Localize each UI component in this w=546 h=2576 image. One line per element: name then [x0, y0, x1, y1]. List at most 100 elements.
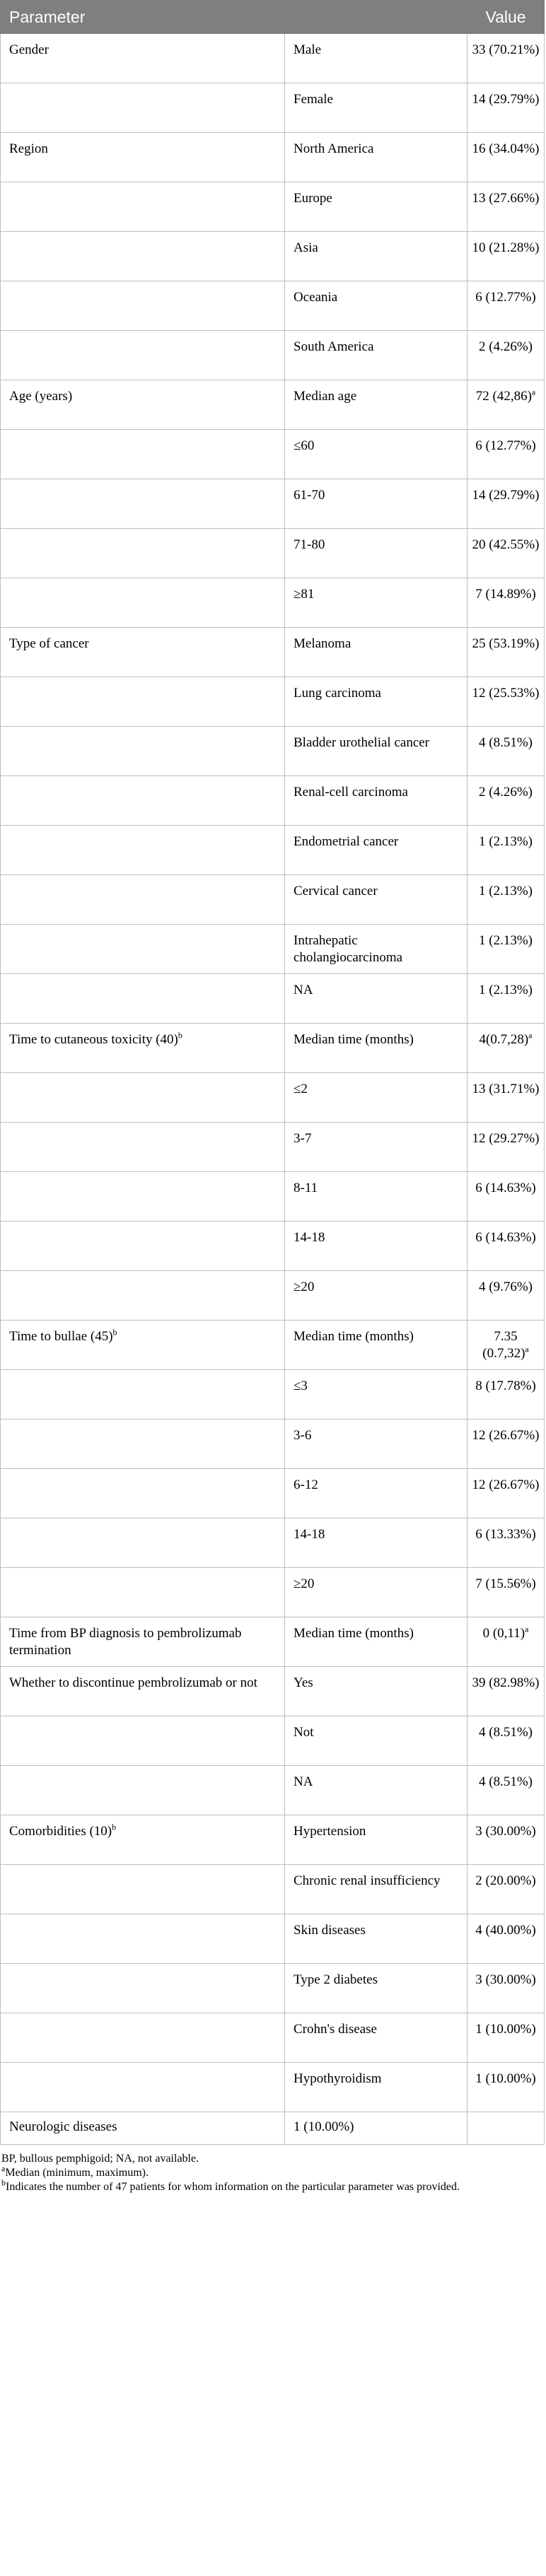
cell-subcategory: 3-7	[284, 1122, 467, 1172]
cell-subcategory: 14-18	[284, 1221, 467, 1271]
value-footnote-mark: a	[531, 387, 536, 397]
table-row: ≥20 7 (15.56%)	[0, 1567, 545, 1617]
cell-value: 14 (29.79%)	[467, 83, 545, 133]
cell-subcategory: ≤60	[284, 429, 467, 479]
cell-parameter	[0, 1567, 285, 1617]
cell-value: 12 (25.53%)	[467, 677, 545, 727]
cell-value: 1 (2.13%)	[467, 874, 545, 925]
header-parameter: Parameter	[0, 0, 285, 34]
table-row: NA 4 (8.51%)	[0, 1765, 545, 1815]
cell-value: 20 (42.55%)	[467, 528, 545, 578]
cell-value: 6 (14.63%)	[467, 1221, 545, 1271]
cell-value: 1 (10.00%)	[467, 2013, 545, 2063]
cell-subcategory: Median time (months)	[284, 1617, 467, 1667]
value-text: 12 (25.53%)	[472, 686, 540, 701]
cell-parameter	[0, 578, 285, 628]
table-row: Female 14 (29.79%)	[0, 83, 545, 133]
parameter-text: Region	[9, 141, 48, 156]
cell-subcategory: Lung carcinoma	[284, 677, 467, 727]
cell-value: 1 (2.13%)	[467, 825, 545, 875]
cell-parameter: Age (years)	[0, 380, 285, 430]
patient-characteristics-table: Parameter Value Gender Male 33 (70.21%) Fem…	[0, 0, 545, 2145]
value-text: 0 (0,11)	[482, 1626, 525, 1641]
cell-subcategory: Median age	[284, 380, 467, 430]
cell-value: 39 (82.98%)	[467, 1666, 545, 1716]
cell-parameter	[0, 1914, 285, 1964]
value-text: 8 (17.78%)	[475, 1378, 536, 1393]
cell-subcategory: Not	[284, 1716, 467, 1766]
value-text: 13 (27.66%)	[472, 191, 540, 206]
cell-value	[467, 2112, 545, 2145]
cell-subcategory: Skin diseases	[284, 1914, 467, 1964]
cell-subcategory: Asia	[284, 231, 467, 281]
cell-parameter	[0, 775, 285, 826]
cell-parameter	[0, 2062, 285, 2112]
cell-value: 6 (13.33%)	[467, 1518, 545, 1568]
footnote-b-text: Indicates the number of 47 patients for …	[6, 2181, 460, 2193]
value-text: 1 (10.00%)	[475, 2071, 536, 2086]
footnote-b-mark: b	[1, 2177, 6, 2188]
cell-subcategory: Median time (months)	[284, 1320, 467, 1370]
cell-value: 25 (53.19%)	[467, 627, 545, 677]
cell-value: 4 (8.51%)	[467, 726, 545, 776]
cell-subcategory: Yes	[284, 1666, 467, 1716]
cell-parameter	[0, 1419, 285, 1469]
cell-value: 12 (29.27%)	[467, 1122, 545, 1172]
cell-value: 4 (8.51%)	[467, 1716, 545, 1766]
value-text: 33 (70.21%)	[472, 42, 540, 57]
value-text: 6 (13.33%)	[475, 1527, 536, 1542]
cell-parameter	[0, 1122, 285, 1172]
cell-subcategory: Cervical cancer	[284, 874, 467, 925]
cell-parameter: Neurologic diseases	[0, 2112, 285, 2145]
footnote-a-mark: a	[1, 2163, 6, 2174]
value-text: 7.35 (0.7,32)	[482, 1329, 525, 1361]
value-text: 2 (4.26%)	[479, 785, 533, 800]
value-text: 7 (14.89%)	[475, 587, 536, 602]
cell-parameter	[0, 1369, 285, 1419]
value-text: 12 (26.67%)	[472, 1477, 540, 1492]
cell-subcategory: 3-6	[284, 1419, 467, 1469]
value-text: 6 (14.63%)	[475, 1181, 536, 1195]
cell-value: 8 (17.78%)	[467, 1369, 545, 1419]
parameter-text: Whether to discontinue pembrolizumab or …	[9, 1675, 257, 1690]
cell-subcategory: 6-12	[284, 1468, 467, 1518]
cell-subcategory: South America	[284, 330, 467, 380]
table-row: ≥81 7 (14.89%)	[0, 578, 545, 628]
parameter-text: Comorbidities (10)	[9, 1824, 112, 1839]
cell-subcategory: ≥20	[284, 1270, 467, 1321]
table-row: 3-7 12 (29.27%)	[0, 1122, 545, 1172]
cell-subcategory: Hypertension	[284, 1815, 467, 1865]
table-row: 14-18 6 (13.33%)	[0, 1518, 545, 1568]
cell-parameter: Time to bullae (45)b	[0, 1320, 285, 1370]
table-row: Bladder urothelial cancer 4 (8.51%)	[0, 726, 545, 776]
cell-subcategory: North America	[284, 132, 467, 182]
cell-subcategory: ≥81	[284, 578, 467, 628]
cell-value: 4 (40.00%)	[467, 1914, 545, 1964]
cell-subcategory: Oceania	[284, 281, 467, 331]
cell-parameter	[0, 281, 285, 331]
parameter-text: Neurologic diseases	[9, 2119, 117, 2134]
cell-value: 2 (20.00%)	[467, 1864, 545, 1914]
value-text: 1 (2.13%)	[479, 933, 533, 948]
cell-value: 7.35 (0.7,32)a	[467, 1320, 545, 1370]
cell-value: 33 (70.21%)	[467, 33, 545, 83]
footnote-b: bIndicates the number of 47 patients for…	[1, 2177, 539, 2194]
table-row: Whether to discontinue pembrolizumab or …	[0, 1666, 545, 1716]
cell-parameter	[0, 973, 285, 1024]
value-text: 14 (29.79%)	[472, 488, 540, 503]
value-text: 6 (12.77%)	[475, 290, 536, 305]
cell-subcategory: Chronic renal insufficiency	[284, 1864, 467, 1914]
value-text: 1 (2.13%)	[479, 983, 533, 997]
table-row: Age (years) Median age 72 (42,86)a	[0, 380, 545, 430]
value-text: 1 (10.00%)	[475, 2022, 536, 2037]
cell-parameter	[0, 874, 285, 925]
table-row: 14-18 6 (14.63%)	[0, 1221, 545, 1271]
cell-parameter	[0, 677, 285, 727]
cell-value: 12 (26.67%)	[467, 1419, 545, 1469]
cell-subcategory: ≥20	[284, 1567, 467, 1617]
table-row: Renal-cell carcinoma 2 (4.26%)	[0, 775, 545, 826]
header-value: Value	[467, 0, 545, 34]
cell-value: 7 (14.89%)	[467, 578, 545, 628]
table-row: Time to bullae (45)b Median time (months)…	[0, 1320, 545, 1370]
table-row: Europe 13 (27.66%)	[0, 182, 545, 232]
